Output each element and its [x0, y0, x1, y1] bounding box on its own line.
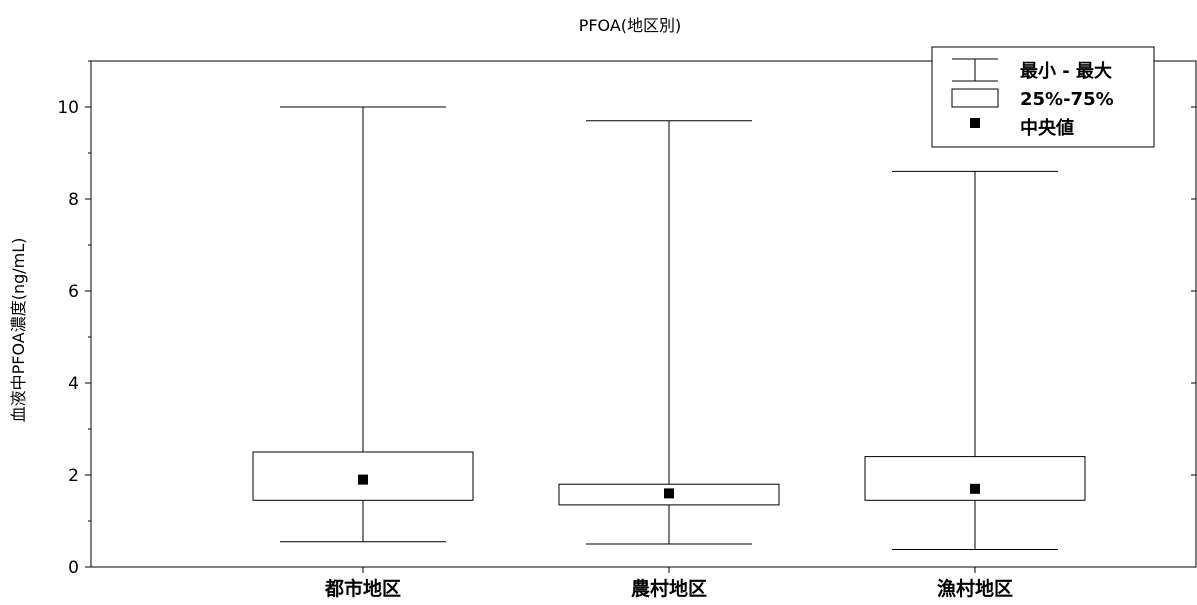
x-tick-label: 都市地区 [324, 577, 401, 600]
y-tick-label: 8 [68, 190, 79, 210]
x-axis: 都市地区 農村地区 漁村地区 [324, 567, 1013, 600]
legend-box-swatch [951, 88, 999, 108]
x-tick-label: 漁村地区 [937, 577, 1013, 600]
y-tick-label: 4 [68, 374, 79, 394]
y-tick-label: 2 [68, 466, 79, 486]
legend-label: 中央値 [1020, 117, 1074, 139]
box-1 [252, 106, 474, 543]
y-tick-label: 10 [57, 98, 79, 118]
median-marker [358, 474, 368, 485]
chart-title: PFOA(地区別) [579, 16, 682, 35]
y-tick-label: 0 [68, 558, 79, 578]
median-marker [664, 488, 674, 499]
boxes-group [252, 106, 1086, 551]
y-axis: 0 2 4 6 8 10 [57, 60, 1196, 578]
box-2 [558, 120, 780, 545]
median-marker [970, 483, 980, 494]
x-tick-label: 農村地区 [631, 577, 707, 600]
y-axis-label: 血液中PFOA濃度(ng/mL) [9, 238, 28, 423]
y-tick-label: 6 [68, 282, 79, 302]
plot-frame [90, 60, 1197, 568]
legend-label: 25%-75% [1020, 89, 1114, 110]
legend-median-swatch [970, 118, 980, 128]
legend-label: 最小 - 最大 [1020, 60, 1112, 82]
box-3 [864, 170, 1086, 551]
legend: 最小 - 最大 25%-75% 中央値 [931, 46, 1155, 148]
